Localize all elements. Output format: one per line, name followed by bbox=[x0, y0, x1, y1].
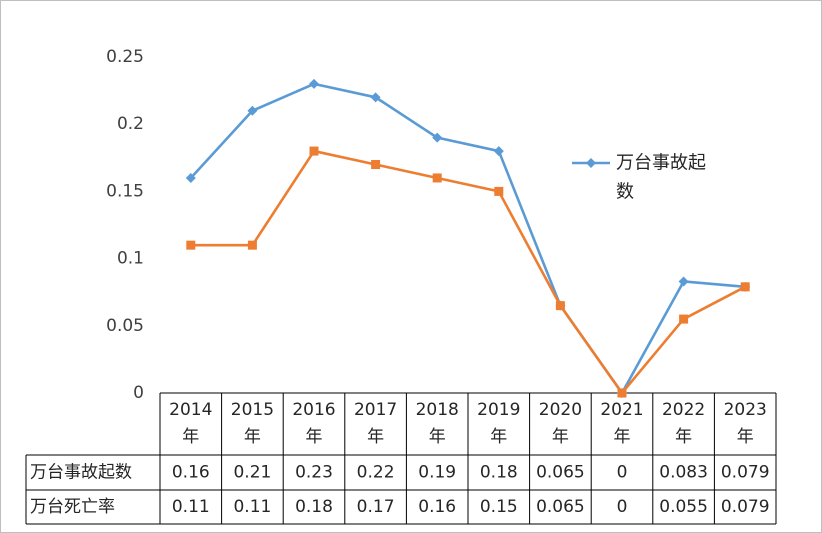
data-point bbox=[555, 301, 565, 311]
x-tick-label: 2016 bbox=[292, 400, 335, 420]
table-cell: 0.19 bbox=[418, 463, 456, 483]
series-line bbox=[190, 149, 746, 395]
x-tick-label: 2018 bbox=[416, 400, 459, 420]
data-point bbox=[493, 146, 504, 157]
x-tick-label: 年 bbox=[552, 427, 569, 447]
table-cell: 0.21 bbox=[233, 463, 271, 483]
data-point bbox=[185, 172, 196, 183]
table-cell: 0.16 bbox=[172, 463, 210, 483]
x-tick-label: 2019 bbox=[477, 400, 520, 420]
y-tick-label: 0.1 bbox=[117, 249, 144, 269]
data-point bbox=[432, 173, 442, 183]
legend-swatch-marker bbox=[586, 158, 596, 168]
data-point bbox=[494, 186, 504, 196]
table-cell: 0.18 bbox=[480, 463, 518, 483]
y-tick-label: 0 bbox=[133, 383, 144, 403]
x-tick-label: 2021 bbox=[600, 400, 643, 420]
x-tick-label: 2015 bbox=[231, 400, 274, 420]
table-cell: 0 bbox=[617, 463, 628, 483]
data-point bbox=[617, 388, 627, 398]
data-point bbox=[186, 240, 196, 250]
legend-label: 万台事故起 bbox=[616, 153, 706, 174]
data-point bbox=[679, 314, 689, 324]
x-tick-label: 年 bbox=[614, 427, 631, 447]
y-tick-label: 0.25 bbox=[106, 47, 144, 67]
y-tick-label: 0.15 bbox=[106, 181, 144, 201]
data-point bbox=[370, 92, 381, 103]
x-tick-label: 年 bbox=[490, 427, 507, 447]
data-point bbox=[247, 105, 258, 116]
table-cell: 0.079 bbox=[721, 463, 770, 483]
table-row-header: 万台事故起数 bbox=[30, 463, 132, 483]
x-tick-label: 2023 bbox=[724, 400, 767, 420]
table-cell: 0.083 bbox=[659, 463, 708, 483]
table-cell: 0.23 bbox=[295, 463, 333, 483]
series-line bbox=[189, 82, 746, 395]
table-cell: 0.22 bbox=[357, 463, 395, 483]
table-row-header: 万台死亡率 bbox=[30, 497, 115, 517]
table-cell: 0.055 bbox=[659, 497, 708, 517]
table-cell: 0.18 bbox=[295, 497, 333, 517]
x-tick-label: 2017 bbox=[354, 400, 397, 420]
data-point bbox=[247, 240, 257, 250]
table-cell: 0.15 bbox=[480, 497, 518, 517]
table-cell: 0.11 bbox=[172, 497, 210, 517]
table-cell: 0.079 bbox=[721, 497, 770, 517]
x-tick-label: 年 bbox=[675, 427, 692, 447]
table-cell: 0.17 bbox=[357, 497, 395, 517]
data-point bbox=[371, 160, 381, 170]
x-tick-label: 年 bbox=[244, 427, 261, 447]
table-cell: 0 bbox=[617, 497, 628, 517]
x-tick-label: 年 bbox=[737, 427, 754, 447]
y-tick-label: 0.2 bbox=[117, 114, 144, 134]
x-tick-label: 年 bbox=[306, 427, 323, 447]
y-tick-label: 0.05 bbox=[106, 316, 144, 336]
table-cell: 0.11 bbox=[233, 497, 271, 517]
data-point bbox=[309, 78, 319, 89]
x-tick-label: 年 bbox=[429, 427, 446, 447]
x-tick-label: 2022 bbox=[662, 400, 705, 420]
x-tick-label: 年 bbox=[182, 427, 199, 447]
data-point bbox=[432, 132, 443, 143]
data-point bbox=[678, 276, 689, 287]
table-cell: 0.16 bbox=[418, 497, 456, 517]
table-cell: 0.065 bbox=[536, 497, 585, 517]
table-cell: 0.065 bbox=[536, 463, 585, 483]
legend-label: 数 bbox=[616, 182, 634, 203]
data-point bbox=[309, 146, 319, 156]
x-tick-label: 2014 bbox=[169, 400, 212, 420]
x-tick-label: 年 bbox=[367, 427, 384, 447]
x-tick-label: 2020 bbox=[539, 400, 582, 420]
data-point bbox=[740, 282, 750, 292]
